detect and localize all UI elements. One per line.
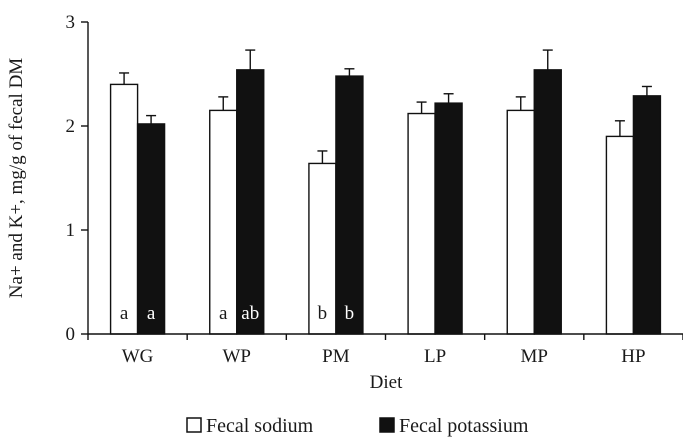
bar-potassium-lp [434,102,463,335]
x-tick-label: WP [223,346,252,367]
bar-potassium-wp [236,69,265,335]
bar-potassium-pm [335,75,364,335]
bar-sodium-mp [506,109,535,335]
bar-potassium-hp [632,95,662,335]
legend-swatch-sodium [186,417,202,433]
x-axis-label: Diet [370,372,403,393]
legend-swatch-potassium [379,417,395,433]
legend-label-potassium: Fecal potassium [399,415,529,437]
significance-label: b [345,303,355,324]
significance-label: ab [241,303,259,324]
y-tick-label: 2 [66,116,76,137]
y-tick-label: 0 [66,324,76,345]
bar-sodium-wg [109,83,139,335]
x-tick-label: PM [322,346,350,367]
bar-potassium-mp [533,69,562,335]
legend: Fecal sodium Fecal potassium [186,415,529,437]
significance-label: a [120,303,129,324]
x-tick-label: MP [521,346,548,367]
y-axis-label: Na+ and K+, mg/g of fecal DM [6,58,27,299]
significance-label: a [219,303,228,324]
bar-sodium-lp [407,112,436,335]
x-tick-label: WG [122,346,154,367]
bar-sodium-hp [605,135,635,335]
y-tick-label: 3 [66,12,76,33]
bar-sodium-wp [209,109,238,335]
bar-sodium-pm [308,162,337,335]
x-tick-label: HP [621,346,645,367]
legend-label-sodium: Fecal sodium [206,415,314,437]
significance-label: b [318,303,328,324]
significance-label: a [147,303,156,324]
x-tick-label: LP [424,346,446,367]
y-tick-label: 1 [66,220,76,241]
